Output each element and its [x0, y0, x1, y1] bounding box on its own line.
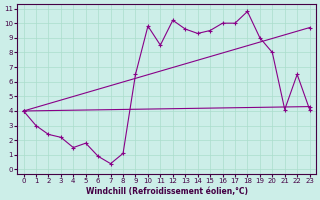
- X-axis label: Windchill (Refroidissement éolien,°C): Windchill (Refroidissement éolien,°C): [85, 187, 248, 196]
